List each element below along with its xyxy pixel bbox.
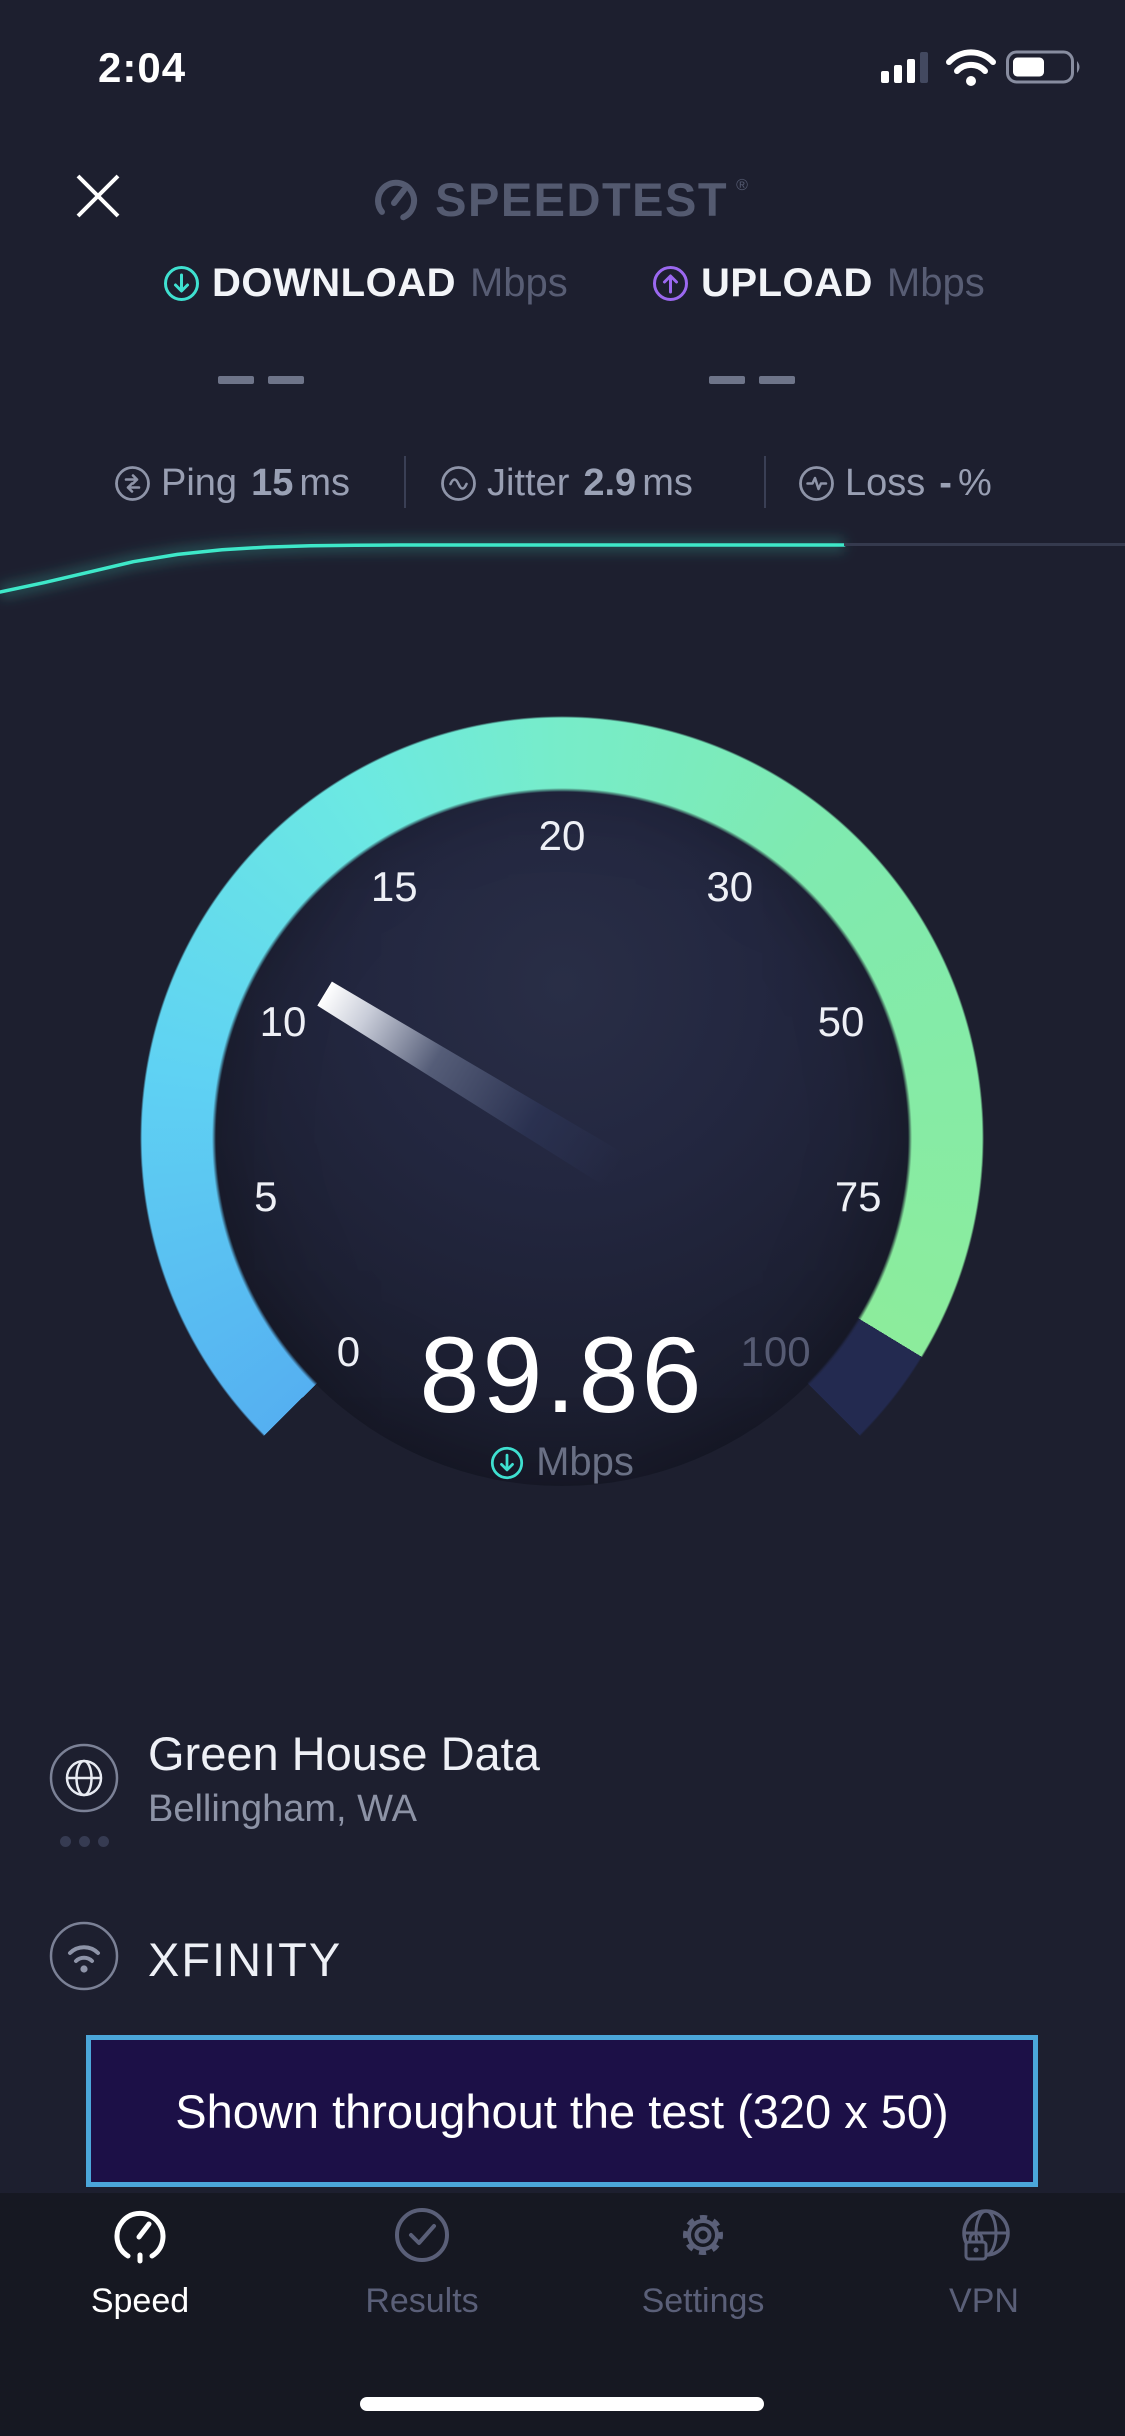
download-label: DOWNLOAD xyxy=(212,260,456,305)
download-value-placeholder xyxy=(218,376,304,384)
gauge-scale-label-5: 5 xyxy=(254,1172,278,1220)
download-arrow-icon xyxy=(163,265,200,302)
ping-icon xyxy=(114,465,151,502)
gauge-unit: Mbps xyxy=(536,1440,634,1484)
gauge-value: 89.86 xyxy=(419,1314,705,1435)
globe-icon xyxy=(48,1742,120,1814)
loss-label: Loss xyxy=(845,461,926,504)
registered-mark: ® xyxy=(736,176,748,194)
tab-vpn[interactable]: VPN xyxy=(874,2206,1094,2321)
ad-banner[interactable]: Shown throughout the test (320 x 50) xyxy=(86,2035,1038,2187)
gauge-scale-label-10: 10 xyxy=(259,998,307,1046)
upload-unit: Mbps xyxy=(886,260,985,305)
tab-speed[interactable]: Speed xyxy=(30,2206,250,2321)
isp-wifi-icon xyxy=(48,1920,120,1992)
status-time: 2:04 xyxy=(98,44,187,91)
speedtest-logo-gauge-icon xyxy=(371,177,421,223)
ping-metric: Ping 15 ms xyxy=(114,458,350,508)
upload-arrow-icon xyxy=(652,265,689,302)
upload-value-placeholder xyxy=(709,376,795,384)
jitter-icon xyxy=(440,465,477,502)
server-name: Green House Data xyxy=(148,1727,540,1780)
tab-speed-label: Speed xyxy=(90,2282,190,2320)
globe-lock-icon xyxy=(952,2206,1016,2266)
gauge-scale-label-75: 75 xyxy=(834,1172,882,1220)
tab-results[interactable]: Results xyxy=(312,2206,532,2321)
jitter-unit: ms xyxy=(642,461,693,504)
gauge-scale-label-20: 20 xyxy=(538,812,586,859)
ping-label: Ping xyxy=(161,461,238,504)
check-circle-icon xyxy=(390,2206,454,2266)
wifi-icon xyxy=(946,49,996,86)
ping-unit: ms xyxy=(299,461,350,504)
gauge-icon xyxy=(108,2206,172,2266)
isp-name: XFINITY xyxy=(148,1933,343,1986)
speedtest-logo: SPEEDTEST ® xyxy=(0,172,1125,227)
download-unit: Mbps xyxy=(469,260,568,305)
home-indicator[interactable] xyxy=(360,2397,764,2411)
sparkline-remaining-track xyxy=(844,543,1125,546)
loss-value: - xyxy=(939,461,952,504)
jitter-value: 2.9 xyxy=(583,461,637,504)
server-location: Bellingham, WA xyxy=(148,1788,417,1830)
server-more-button[interactable] xyxy=(60,1836,109,1847)
gauge-scale-label-100: 100 xyxy=(740,1327,811,1375)
upload-metric-header: UPLOAD Mbps xyxy=(652,260,985,306)
upload-label: UPLOAD xyxy=(701,260,873,305)
jitter-metric: Jitter 2.9 ms xyxy=(440,458,693,508)
gauge-scale-label-15: 15 xyxy=(370,862,418,910)
jitter-label: Jitter xyxy=(487,461,570,504)
download-arrow-icon xyxy=(490,1446,524,1480)
tab-settings-label: Settings xyxy=(641,2282,765,2320)
divider xyxy=(764,456,766,508)
tab-results-label: Results xyxy=(365,2282,479,2320)
tab-settings[interactable]: Settings xyxy=(593,2206,813,2321)
gauge-scale-label-30: 30 xyxy=(706,862,754,910)
loss-icon xyxy=(798,465,835,502)
speedtest-logo-text: SPEEDTEST xyxy=(435,173,729,226)
speed-sparkline-chart xyxy=(0,538,846,599)
gauge-scale-label-0: 0 xyxy=(336,1327,361,1375)
ping-value: 15 xyxy=(251,461,294,504)
loss-metric: Loss - % xyxy=(798,458,992,508)
battery-icon xyxy=(1006,50,1086,84)
cellular-signal-icon xyxy=(881,50,933,84)
divider xyxy=(404,456,406,508)
ad-banner-text: Shown throughout the test (320 x 50) xyxy=(175,2084,949,2138)
gauge-scale-label-50: 50 xyxy=(817,998,865,1046)
gear-icon xyxy=(671,2206,735,2266)
tab-vpn-label: VPN xyxy=(949,2282,1019,2320)
gauge-unit-row: Mbps xyxy=(312,1440,812,1485)
close-button[interactable] xyxy=(66,164,130,228)
loss-unit: % xyxy=(957,461,992,504)
download-metric-header: DOWNLOAD Mbps xyxy=(163,260,568,306)
tab-bar xyxy=(0,2193,1125,2436)
